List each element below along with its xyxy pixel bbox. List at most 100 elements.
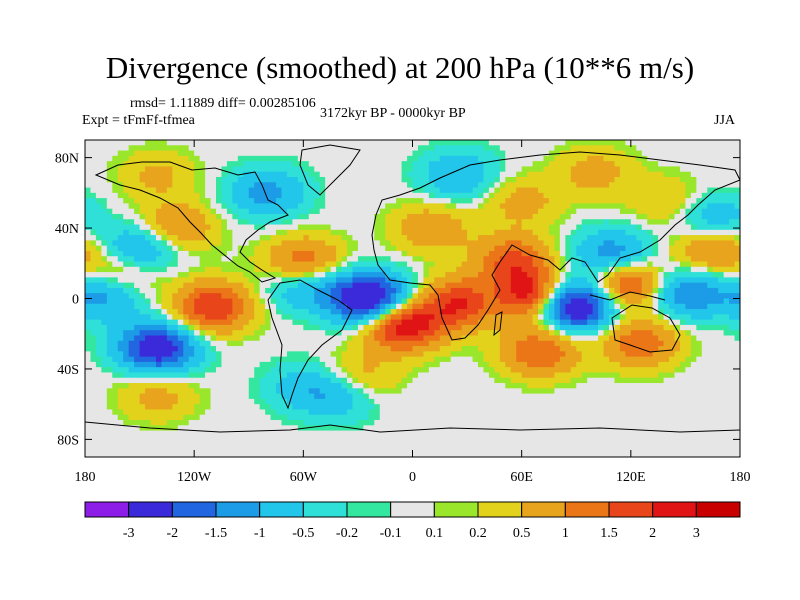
heatmap-cell [363,224,370,231]
heatmap-cell [450,219,457,225]
heatmap-cell [325,219,332,225]
heatmap-cell [712,192,719,199]
heatmap-cell [145,351,151,358]
heatmap-cell [161,182,168,188]
heatmap-cell [510,330,517,336]
heatmap-cell [729,224,735,231]
heatmap-cell [128,287,135,294]
heatmap-cell [319,314,326,321]
heatmap-cell [292,187,299,194]
heatmap-cell [297,192,304,199]
heatmap-cell [576,166,583,173]
heatmap-cell [232,208,239,215]
heatmap-cell [205,356,211,363]
heatmap-cell [499,272,506,278]
heatmap-cell [155,266,162,273]
heatmap-cell [308,303,315,310]
heatmap-cell [598,261,604,268]
heatmap-cell [139,319,146,326]
heatmap-cell [417,261,424,268]
heatmap-cell [374,171,381,178]
heatmap-cell [325,303,332,310]
heatmap-cell [505,140,512,146]
heatmap-cell [712,176,719,183]
heatmap-cell [701,256,708,262]
heatmap-cell [183,324,190,331]
heatmap-cell [396,176,402,183]
heatmap-cell [630,161,637,167]
heatmap-cell [270,272,277,278]
heatmap-cell [570,176,577,183]
heatmap-cell [548,272,555,278]
heatmap-cell [434,335,441,342]
heatmap-cell [516,335,523,342]
heatmap-cell [270,324,277,331]
heatmap-cell [587,176,594,183]
heatmap-cell [636,245,643,252]
heatmap-cell [663,272,670,278]
heatmap-cell [254,208,261,215]
heatmap-cell [576,293,583,299]
heatmap-cell [150,250,157,257]
heatmap-cell [401,250,408,257]
heatmap-cell [565,171,572,178]
heatmap-cell [658,277,664,284]
heatmap-cell [265,256,271,262]
heatmap-cell [663,351,670,358]
heatmap-cell [647,250,654,257]
heatmap-cell [652,324,659,331]
heatmap-cell [363,198,370,204]
heatmap-cell [527,229,533,236]
heatmap-cell [232,324,239,331]
heatmap-cell [614,161,621,167]
heatmap-cell [543,314,550,321]
heatmap-cell [576,229,583,236]
heatmap-cell [636,224,643,231]
heatmap-cell [428,145,435,151]
heatmap-cell [554,335,561,342]
heatmap-cell [412,351,419,358]
heatmap-cell [325,298,332,305]
heatmap-cell [368,351,375,358]
heatmap-cell [483,208,490,215]
heatmap-cell [527,340,533,347]
heatmap-cell [308,150,315,157]
heatmap-cell [281,150,288,157]
heatmap-cell [347,250,353,257]
heatmap-cell [325,203,332,210]
heatmap-cell [237,198,244,204]
heatmap-cell [478,208,484,215]
heatmap-cell [641,161,648,167]
heatmap-cell [428,314,435,321]
heatmap-cell [90,198,97,204]
heatmap-cell [237,266,244,273]
heatmap-cell [609,245,615,252]
heatmap-cell [439,240,446,247]
heatmap-cell [232,340,239,347]
heatmap-cell [112,272,119,278]
heatmap-cell [669,245,675,252]
heatmap-cell [259,176,266,183]
heatmap-cell [336,330,342,336]
heatmap-cell [712,250,719,257]
heatmap-cell [314,219,321,225]
heatmap-cell [390,176,397,183]
heatmap-cell [161,330,168,336]
heatmap-cell [101,335,108,342]
heatmap-cell [172,140,179,146]
heatmap-cell [254,335,261,342]
heatmap-cell [434,309,441,315]
heatmap-cell [669,208,675,215]
heatmap-cell [128,319,135,326]
heatmap-cell [390,140,397,146]
heatmap-cell [647,298,654,305]
heatmap-cell [718,171,725,178]
heatmap-cell [357,287,364,294]
heatmap-cell [494,266,501,273]
heatmap-cell [183,303,190,310]
heatmap-cell [521,309,528,315]
heatmap-cell [319,187,326,194]
heatmap-cell [265,161,271,167]
heatmap-cell [341,240,348,247]
heatmap-cell [554,298,561,305]
